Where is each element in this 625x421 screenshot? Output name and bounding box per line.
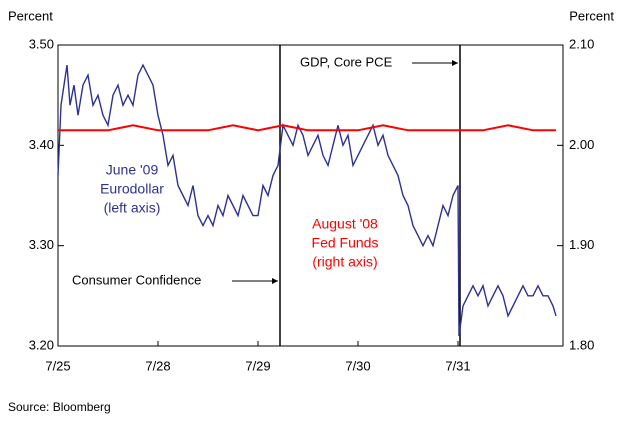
y-tick-label: 3.50 [29, 36, 54, 51]
event-label: GDP, Core PCE [300, 54, 393, 69]
series-label: (right axis) [312, 254, 377, 270]
y-axis-label: Percent [8, 8, 53, 23]
x-tick-label: 7/25 [45, 358, 70, 373]
x-tick-label: 7/28 [145, 358, 170, 373]
series-label: (left axis) [104, 200, 161, 216]
y-tick-label: 3.30 [29, 237, 54, 252]
y2-tick-label: 2.00 [569, 137, 594, 152]
y2-tick-label: 1.90 [569, 237, 594, 252]
x-tick-label: 7/31 [445, 358, 470, 373]
series-label: Fed Funds [312, 235, 379, 251]
series-label: Eurodollar [100, 181, 164, 197]
series-label: August '08 [312, 216, 378, 232]
x-tick-label: 7/29 [245, 358, 270, 373]
event-label: Consumer Confidence [72, 272, 201, 287]
y2-tick-label: 1.80 [569, 337, 594, 352]
x-tick-label: 7/30 [345, 358, 370, 373]
source: Source: Bloomberg [8, 400, 111, 414]
plot-frame [57, 44, 564, 347]
series-line [58, 124, 556, 132]
arrow-head [272, 278, 278, 284]
arrow-head [452, 60, 458, 66]
y-tick-label: 3.40 [29, 137, 54, 152]
y-tick-label: 3.20 [29, 337, 54, 352]
y2-axis-label: Percent [569, 8, 614, 23]
y2-tick-label: 2.10 [569, 36, 594, 51]
series-label: June '09 [106, 162, 159, 178]
series-line [57, 63, 557, 337]
